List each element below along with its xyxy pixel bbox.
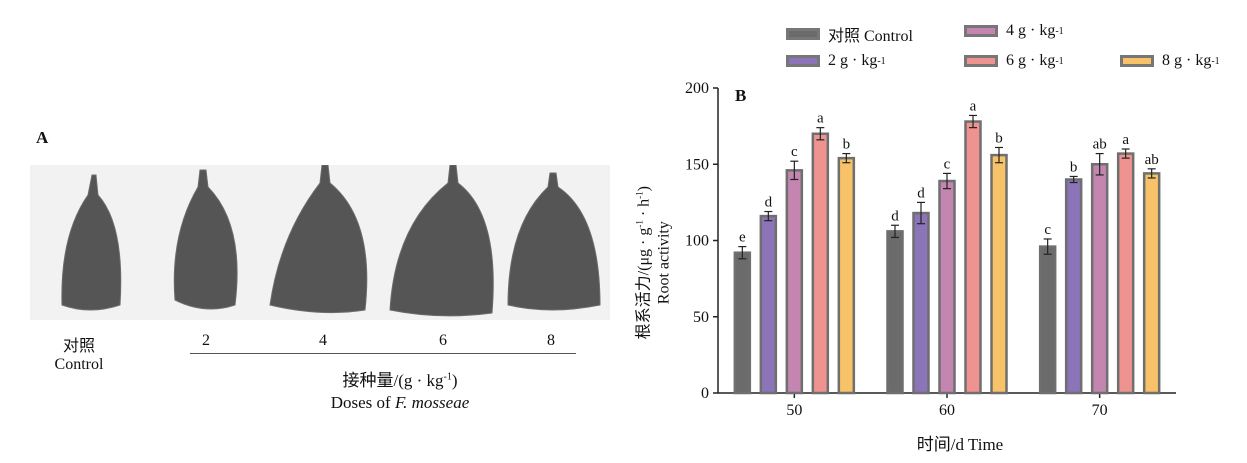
x-tick-label: 70 — [1092, 402, 1108, 419]
y-tick-label: 100 — [685, 233, 709, 250]
legend-swatch-6 — [964, 55, 998, 67]
bar — [1064, 178, 1083, 395]
y-tick-label: 0 — [701, 385, 709, 402]
x-axis-title: 时间/d Time — [916, 435, 1004, 454]
y-tick-label: 50 — [693, 309, 709, 326]
legend-swatch-4 — [964, 25, 998, 37]
bar — [964, 120, 982, 395]
legend-item-2: 2 g · kg -1 — [786, 52, 886, 70]
root-label-2: 2 — [202, 332, 210, 349]
significance-letter: b — [843, 137, 851, 153]
root-image-6 — [389, 164, 494, 317]
bar — [990, 153, 1008, 395]
dose-axis-title-en: Doses of F. mosseae — [330, 393, 470, 412]
root-label-6: 6 — [439, 332, 447, 349]
significance-letter: ab — [1093, 137, 1107, 153]
significance-letter: b — [995, 130, 1003, 146]
root-label-4: 4 — [319, 332, 327, 349]
x-tick-label: 60 — [939, 402, 955, 419]
bar — [1038, 245, 1057, 395]
legend-item-4: 4 g · kg -1 — [964, 22, 1064, 40]
significance-letter: d — [765, 195, 773, 211]
significance-letter: e — [739, 230, 746, 246]
significance-letter: a — [970, 98, 977, 114]
legend-item-control: 对照 Control — [786, 22, 913, 46]
bar — [811, 132, 830, 395]
legend-swatch-control — [786, 28, 820, 40]
legend-swatch-8 — [1120, 55, 1154, 67]
y-tick-label: 200 — [685, 80, 709, 97]
y-tick-label: 150 — [685, 156, 709, 173]
root-image-8 — [507, 172, 601, 311]
significance-letter: a — [1122, 132, 1129, 148]
bar — [912, 211, 930, 395]
bar — [733, 251, 752, 395]
significance-letter: b — [1070, 159, 1078, 175]
significance-letter: d — [917, 185, 925, 201]
panel-a-label: A — [36, 128, 49, 147]
significance-letter: ab — [1145, 152, 1159, 168]
root-photos — [61, 164, 601, 317]
bar — [1090, 163, 1109, 395]
bar — [759, 214, 778, 395]
bar — [938, 179, 956, 395]
significance-letter: c — [1044, 222, 1051, 238]
dose-axis-line — [190, 353, 576, 354]
significance-letter: a — [817, 111, 824, 127]
legend-item-8: 8 g · kg -1 — [1120, 52, 1220, 70]
root-image-4 — [269, 164, 368, 314]
bar — [1116, 152, 1135, 395]
root-image-control — [61, 174, 122, 311]
bar — [785, 169, 804, 395]
significance-letter: c — [791, 144, 798, 160]
root-image-2 — [173, 169, 238, 310]
bar — [886, 230, 904, 395]
significance-letter: c — [944, 156, 951, 172]
x-tick-label: 50 — [786, 402, 802, 419]
root-photo-strip — [30, 164, 610, 320]
legend-swatch-2 — [786, 55, 820, 67]
root-label-8: 8 — [547, 332, 555, 349]
dose-axis-title-cn: 接种量/(g · kg-1) — [342, 371, 458, 390]
panel-b-label: B — [735, 86, 747, 105]
bar — [837, 156, 856, 395]
significance-letter: d — [891, 208, 899, 224]
root-label-control: 对照 Control — [54, 338, 104, 373]
legend-item-6: 6 g · kg -1 — [964, 52, 1064, 70]
bar — [1142, 172, 1161, 395]
